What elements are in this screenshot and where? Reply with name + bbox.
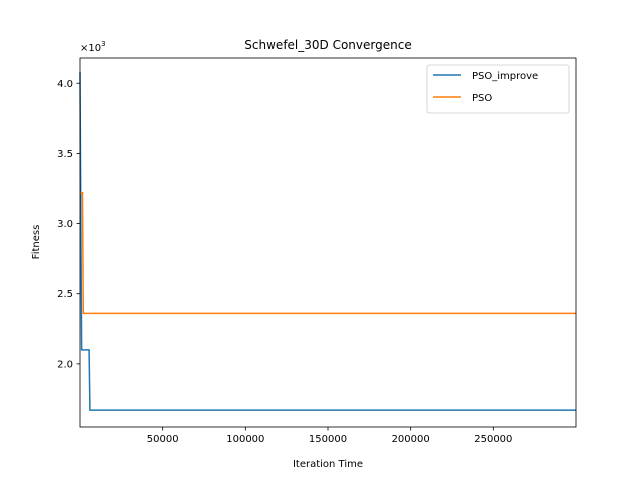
x-axis-label: Iteration Time bbox=[293, 459, 363, 470]
x-tick-label: 200000 bbox=[392, 434, 430, 445]
plot-series bbox=[79, 72, 576, 411]
y-multiplier: ×103 bbox=[80, 40, 106, 54]
y-tick-label: 2.5 bbox=[57, 289, 73, 300]
y-tick-label: 3.0 bbox=[57, 219, 73, 230]
x-tick-label: 50000 bbox=[147, 434, 179, 445]
x-axis-ticks: 50000 100000 150000 200000 250000 bbox=[147, 427, 512, 445]
legend-box bbox=[426, 64, 570, 114]
y-tick-label: 3.5 bbox=[57, 149, 73, 160]
x-tick-label: 150000 bbox=[309, 434, 347, 445]
chart-title: Schwefel_30D Convergence bbox=[244, 38, 411, 52]
series-line-pso-improve bbox=[79, 72, 576, 411]
legend-label-pso: PSO bbox=[472, 93, 492, 104]
y-tick-label: 4.0 bbox=[57, 79, 73, 90]
y-multiplier-exponent: 3 bbox=[101, 40, 105, 48]
legend-label-pso-improve: PSO_improve bbox=[472, 71, 538, 82]
y-axis-label: Fitness bbox=[31, 225, 42, 260]
legend: PSO_improve PSO bbox=[426, 64, 570, 114]
y-tick-label: 2.0 bbox=[57, 359, 73, 370]
x-tick-label: 100000 bbox=[226, 434, 264, 445]
y-multiplier-base: ×10 bbox=[80, 43, 101, 54]
y-axis-ticks: 2.0 2.5 3.0 3.5 4.0 bbox=[57, 79, 80, 370]
series-line-pso bbox=[80, 191, 576, 315]
x-tick-label: 250000 bbox=[474, 434, 512, 445]
